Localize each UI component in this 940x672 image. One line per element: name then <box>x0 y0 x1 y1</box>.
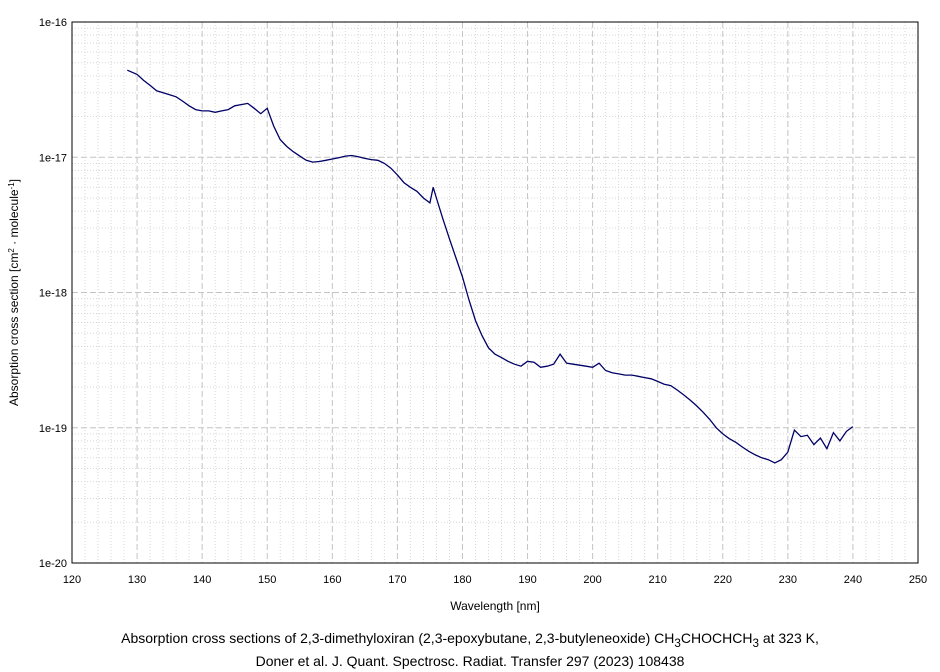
caption-suffix: at 323 K, <box>758 630 819 646</box>
caption-prefix: Absorption cross sections of 2,3-dimethy… <box>121 630 675 646</box>
y-axis-label-suffix: ] <box>7 179 21 182</box>
y-axis-label-prefix: Absorption cross section [cm <box>7 253 21 406</box>
x-tick-label: 220 <box>714 574 732 586</box>
x-tick-label: 180 <box>453 574 471 586</box>
caption-mid: CHOCHCH <box>680 630 753 646</box>
x-axis-label: Wavelength [nm] <box>450 599 540 613</box>
x-tick-label: 160 <box>323 574 341 586</box>
y-tick-label: 1e-20 <box>39 558 67 570</box>
major-grid <box>72 22 918 563</box>
chart-svg: 120 130 140 150 160 170 180 190 200 210 220 230 240 2… <box>7 17 928 613</box>
chart-caption-line1: Absorption cross sections of 2,3-dimethy… <box>0 630 940 650</box>
y-tick-label: 1e-16 <box>39 17 67 29</box>
x-tick-label: 140 <box>193 574 211 586</box>
x-tick-label: 200 <box>583 574 601 586</box>
y-tick-labels: 1e-20 1e-19 1e-18 1e-17 1e-16 <box>39 17 67 570</box>
x-tick-label: 240 <box>844 574 862 586</box>
x-tick-label: 130 <box>128 574 146 586</box>
y-axis-label-sup1: 2 <box>7 248 16 253</box>
y-axis-label-mid: · molecule <box>7 189 21 248</box>
y-axis-label: Absorption cross section [cm2 · molecule… <box>7 179 22 406</box>
caption-sub1: 3 <box>674 636 681 650</box>
x-tick-label: 230 <box>779 574 797 586</box>
y-tick-label: 1e-19 <box>39 423 67 435</box>
x-tick-labels: 120 130 140 150 160 170 180 190 200 210 220 230 240 2… <box>63 574 927 586</box>
x-tick-label: 170 <box>388 574 406 586</box>
y-tick-label: 1e-18 <box>39 288 67 300</box>
series-line <box>127 69 854 464</box>
x-tick-label: 150 <box>258 574 276 586</box>
x-tick-label: 120 <box>63 574 81 586</box>
y-axis-label-sup2: -1 <box>7 182 16 190</box>
chart-caption-line2: Doner et al. J. Quant. Spectrosc. Radiat… <box>255 653 685 669</box>
x-tick-label: 250 <box>909 574 927 586</box>
x-tick-label: 210 <box>649 574 667 586</box>
caption-sub2: 3 <box>752 636 759 650</box>
y-tick-label: 1e-17 <box>39 152 67 164</box>
plot-frame <box>71 21 919 564</box>
x-tick-label: 190 <box>518 574 536 586</box>
